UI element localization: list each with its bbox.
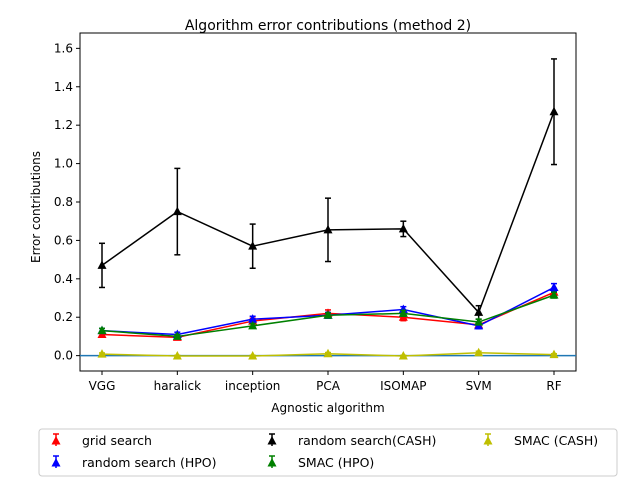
data-point [172, 206, 182, 216]
data-point [323, 348, 333, 358]
series-smac-hpo [97, 290, 559, 340]
y-tick-label: 1.6 [54, 41, 73, 55]
data-point [549, 290, 559, 299]
legend-item-random-search-cash: random search(CASH) [267, 433, 436, 448]
data-point [398, 308, 408, 317]
data-point [248, 320, 258, 330]
legend-marker-icon [483, 436, 493, 445]
legend-label: random search(CASH) [298, 433, 436, 448]
data-point [172, 331, 182, 340]
data-point [97, 325, 107, 335]
y-tick-label: 1.4 [54, 80, 73, 94]
legend-item-smac-hpo: SMAC (HPO) [267, 455, 374, 470]
data-point [248, 351, 258, 360]
legend-item-grid-search: grid search [51, 433, 152, 448]
legend-item-random-search-hpo: random search (HPO) [51, 455, 216, 470]
data-point [323, 224, 333, 234]
x-tick-label: PCA [316, 379, 341, 393]
x-axis-label: Agnostic algorithm [271, 401, 384, 415]
legend-marker-icon [51, 458, 61, 467]
data-point [398, 351, 408, 360]
series-smac-cash [97, 347, 559, 360]
legend-item-smac-cash: SMAC (CASH) [483, 433, 598, 448]
series-random-search-cash [97, 58, 559, 320]
legend-label: random search (HPO) [82, 455, 216, 470]
x-tick-label: ISOMAP [380, 379, 426, 393]
data-point [549, 349, 559, 359]
y-tick-label: 1.2 [54, 118, 73, 132]
data-point [549, 106, 559, 116]
legend-box [38, 428, 618, 477]
x-tick-label: RF [546, 379, 561, 393]
data-point [248, 241, 258, 250]
data-point [248, 314, 258, 323]
data-point [474, 347, 484, 357]
y-tick-label: 0.6 [54, 233, 73, 247]
legend-marker-icon [267, 436, 277, 445]
y-axis-label: Error contributions [29, 151, 43, 263]
y-tick-label: 0.8 [54, 195, 73, 209]
x-tick-label: inception [225, 379, 281, 393]
y-tick-label: 0.0 [54, 349, 73, 363]
x-tick-label: VGG [89, 379, 116, 393]
y-tick-label: 0.2 [54, 310, 73, 324]
data-point [323, 310, 333, 319]
data-point [474, 317, 484, 326]
y-tick-label: 0.4 [54, 272, 73, 286]
data-point [398, 223, 408, 233]
x-tick-label: haralick [154, 379, 202, 393]
legend-marker-icon [267, 458, 277, 467]
legend-label: SMAC (CASH) [514, 433, 598, 448]
data-point [549, 282, 559, 291]
chart-title: Algorithm error contributions (method 2) [185, 18, 471, 34]
legend-label: grid search [82, 433, 152, 448]
x-tick-label: SVM [466, 379, 492, 393]
y-tick-label: 1.0 [54, 157, 73, 171]
legend-label: SMAC (HPO) [298, 455, 374, 470]
data-point [97, 260, 107, 269]
data-point [474, 307, 484, 316]
legend-marker-icon [51, 436, 61, 445]
data-point [97, 349, 107, 358]
data-point [172, 351, 182, 360]
